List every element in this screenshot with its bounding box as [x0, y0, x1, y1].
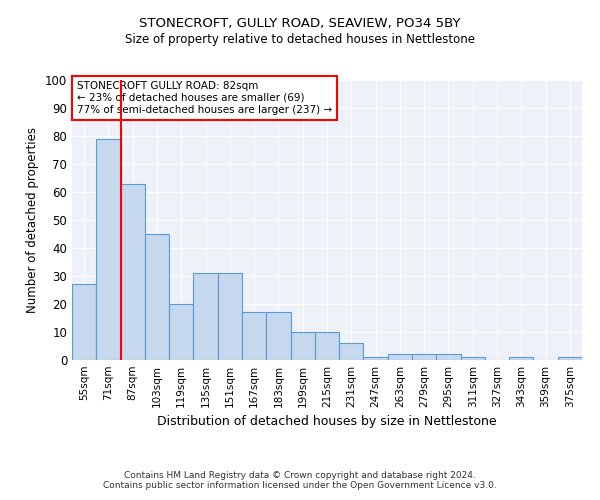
Bar: [145, 234, 169, 360]
Bar: [315, 332, 339, 360]
Bar: [218, 273, 242, 360]
X-axis label: Distribution of detached houses by size in Nettlestone: Distribution of detached houses by size …: [157, 416, 497, 428]
Text: STONECROFT, GULLY ROAD, SEAVIEW, PO34 5BY: STONECROFT, GULLY ROAD, SEAVIEW, PO34 5B…: [139, 18, 461, 30]
Y-axis label: Number of detached properties: Number of detached properties: [26, 127, 40, 313]
Bar: [339, 343, 364, 360]
Text: Size of property relative to detached houses in Nettlestone: Size of property relative to detached ho…: [125, 32, 475, 46]
Bar: [290, 332, 315, 360]
Bar: [509, 357, 533, 360]
Bar: [412, 354, 436, 360]
Bar: [193, 273, 218, 360]
Bar: [461, 357, 485, 360]
Bar: [266, 312, 290, 360]
Text: STONECROFT GULLY ROAD: 82sqm
← 23% of detached houses are smaller (69)
77% of se: STONECROFT GULLY ROAD: 82sqm ← 23% of de…: [77, 82, 332, 114]
Bar: [169, 304, 193, 360]
Text: Contains HM Land Registry data © Crown copyright and database right 2024.
Contai: Contains HM Land Registry data © Crown c…: [103, 470, 497, 490]
Bar: [364, 357, 388, 360]
Bar: [436, 354, 461, 360]
Bar: [121, 184, 145, 360]
Bar: [72, 284, 96, 360]
Bar: [242, 312, 266, 360]
Bar: [96, 139, 121, 360]
Bar: [558, 357, 582, 360]
Bar: [388, 354, 412, 360]
